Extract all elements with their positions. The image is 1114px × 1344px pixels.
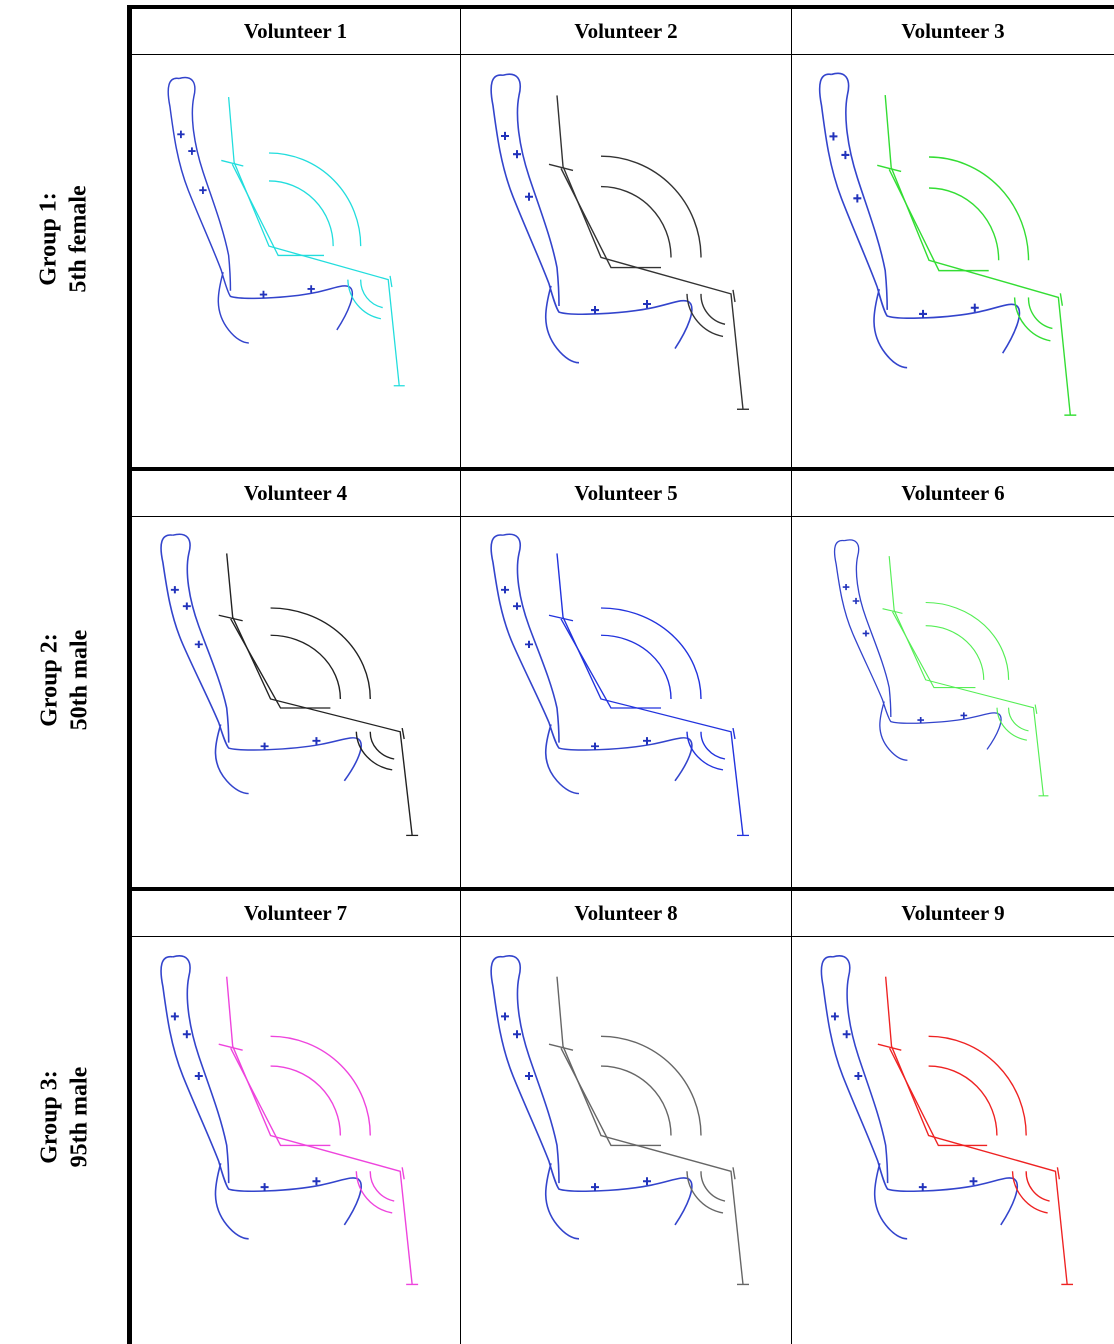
posture-drawing (160, 954, 419, 1286)
posture-drawing (820, 954, 1074, 1286)
posture-drawing (833, 539, 1050, 797)
group-label-line: 95th male (66, 1066, 92, 1168)
volunteer-header: Volunteer 2 (461, 8, 791, 55)
seat-outline (490, 954, 693, 1240)
row-border (128, 887, 1114, 891)
posture-drawing (490, 954, 750, 1286)
group-label-line: Group 1: (35, 192, 62, 286)
body-outline (877, 976, 1074, 1286)
volunteer-cell: Volunteer 1 (130, 8, 460, 470)
group-label-line: 50th male (66, 629, 92, 731)
left-border (127, 5, 132, 1344)
volunteer-cell: Volunteer 4 (130, 470, 460, 890)
group-cell: Group 3: 95th male (0, 890, 128, 1344)
seat-outline (160, 533, 363, 795)
volunteer-cell: Volunteer 6 (791, 470, 1114, 890)
group-label: Group 2: 50th male (34, 630, 94, 731)
volunteer-cell: Volunteer 8 (460, 890, 791, 1344)
volunteer-header: Volunteer 5 (461, 470, 791, 517)
body-outline (881, 555, 1050, 797)
group-cell: Group 1: 5th female (0, 8, 128, 470)
volunteer-header: Volunteer 8 (461, 890, 791, 937)
row-border (128, 5, 1114, 9)
posture-drawing (167, 76, 406, 387)
volunteer-cell: Volunteer 9 (791, 890, 1114, 1344)
posture-drawing (490, 73, 750, 410)
seat-outline (820, 954, 1019, 1240)
seat-outline (160, 954, 363, 1240)
volunteer-cell: Volunteer 5 (460, 470, 791, 890)
posture-drawing (818, 72, 1078, 416)
volunteer-header: Volunteer 7 (131, 890, 460, 937)
group-label-line: Group 3: (36, 1070, 62, 1164)
volunteer-cell: Volunteer 7 (130, 890, 460, 1344)
seat-outline (490, 73, 693, 364)
posture-drawing (490, 533, 750, 837)
volunteer-header: Volunteer 3 (792, 8, 1114, 55)
seat-outline (490, 533, 693, 795)
volunteer-cell: Volunteer 2 (460, 8, 791, 470)
row-border (128, 467, 1114, 471)
group-label-line: Group 2: (36, 633, 62, 727)
volunteer-cell: Volunteer 3 (791, 8, 1114, 470)
seat-outline (818, 72, 1021, 369)
seat-outline (167, 76, 354, 344)
volunteer-header: Volunteer 4 (131, 470, 460, 517)
volunteer-header: Volunteer 9 (792, 890, 1114, 937)
seat-outline (833, 539, 1002, 762)
group-cell: Group 2: 50th male (0, 470, 128, 890)
volunteer-header: Volunteer 6 (792, 470, 1114, 517)
group-label: Group 1: 5th female (34, 185, 94, 292)
group-label-line: 5th female (65, 185, 92, 293)
volunteer-header: Volunteer 1 (131, 8, 460, 55)
posture-drawing (160, 533, 419, 837)
group-label: Group 3: 95th male (34, 1067, 94, 1168)
